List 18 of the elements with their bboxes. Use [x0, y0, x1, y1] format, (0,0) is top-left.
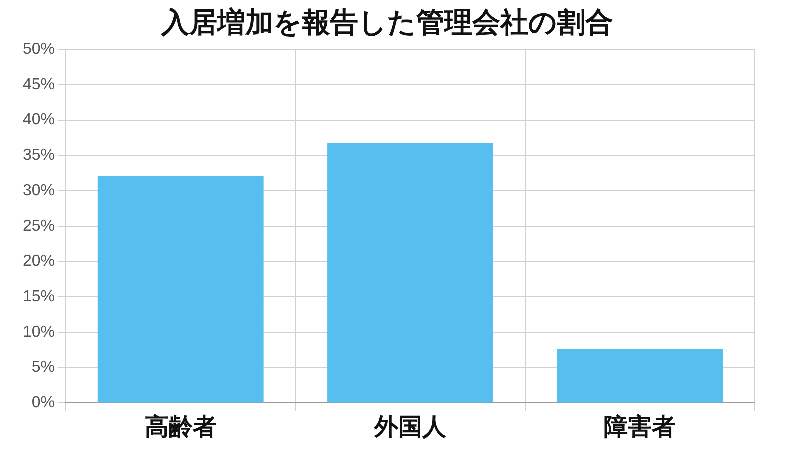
- chart-title: 入居増加を報告した管理会社の割合: [160, 6, 614, 40]
- y-tick-label: 0%: [32, 394, 56, 412]
- bar: [328, 142, 494, 403]
- bar: [98, 176, 264, 403]
- y-tick-label: 25%: [22, 218, 56, 235]
- y-tick-label: 15%: [22, 288, 56, 306]
- y-tick-label: 35%: [22, 147, 56, 164]
- y-tick-label: 30%: [22, 182, 56, 200]
- y-tick-label: 45%: [22, 76, 56, 94]
- x-tick-label: 高齢者: [144, 412, 217, 441]
- x-tick-label: 外国人: [374, 412, 448, 441]
- y-tick-label: 5%: [32, 359, 56, 376]
- y-tick-label: 10%: [22, 324, 56, 341]
- y-tick-label: 20%: [22, 253, 56, 270]
- y-tick-label: 50%: [22, 41, 56, 58]
- y-tick-label: 40%: [22, 112, 56, 129]
- bar: [557, 349, 724, 403]
- x-tick-label: 障害者: [604, 412, 676, 441]
